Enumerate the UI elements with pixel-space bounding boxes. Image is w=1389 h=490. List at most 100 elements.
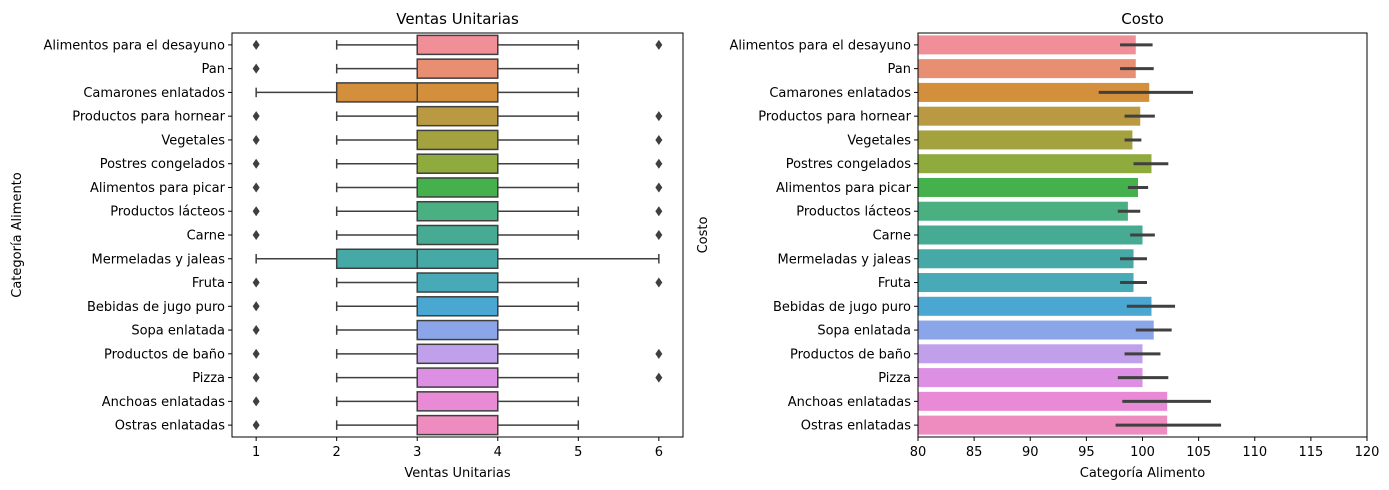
boxplot-category-label: Postres congelados <box>100 157 226 172</box>
barchart-x-axis-label: Categoría Alimento <box>1080 466 1206 481</box>
outlier-point <box>252 230 260 240</box>
boxplot-category-label: Mermeladas y jaleas <box>92 252 226 267</box>
barchart-y-axis-label: Costo <box>696 217 711 254</box>
bar-10 <box>918 249 1134 269</box>
bar-5 <box>918 130 1133 150</box>
bar-15 <box>918 368 1143 388</box>
box-14 <box>252 343 663 365</box>
bar-1 <box>918 35 1136 55</box>
outlier-point <box>252 63 260 74</box>
outlier-point <box>252 134 260 145</box>
barchart-category-label: Pan <box>888 62 911 77</box>
boxplot-category-label: Productos lácteos <box>110 205 225 220</box>
barchart-frame <box>917 32 1368 438</box>
boxplot-category-label: Pizza <box>192 371 225 386</box>
boxplot-title: Ventas Unitarias <box>396 10 519 28</box>
boxplot-x-tick-label: 4 <box>494 445 502 460</box>
outlier-point <box>655 277 663 288</box>
outlier-point <box>252 325 260 336</box>
outlier-point <box>252 420 260 431</box>
bar-6 <box>918 154 1152 174</box>
box-17 <box>252 414 580 436</box>
boxplot-category-label: Anchoas enlatadas <box>102 395 225 410</box>
box-iqr <box>416 105 499 127</box>
barchart-category-label: Anchoas enlatadas <box>788 395 911 410</box>
box-iqr <box>416 129 499 151</box>
box-3 <box>255 82 580 103</box>
boxplot-category-label: Camarones enlatados <box>83 86 225 101</box>
barchart-category-label: Mermeladas y jaleas <box>778 252 912 267</box>
outlier-point <box>252 301 260 312</box>
barchart-category-label: Postres congelados <box>786 157 912 172</box>
outlier-point <box>252 39 260 50</box>
bar-9 <box>918 225 1143 245</box>
box-9 <box>252 224 663 246</box>
barchart-category-label: Productos para hornear <box>758 110 911 125</box>
boxplot-frame <box>231 32 684 438</box>
barchart-panel: Costo Alimentos para el desayuno Pan Camar… <box>696 10 1379 481</box>
boxplot-category-label: Alimentos para el desayuno <box>44 38 226 53</box>
outlier-point <box>252 182 260 193</box>
barchart-category-label: Carne <box>873 229 911 244</box>
box-4 <box>252 105 663 127</box>
boxplot-category-label: Bebidas de jugo puro <box>87 300 225 315</box>
box-iqr <box>416 224 499 246</box>
box-iqr <box>416 272 499 293</box>
barchart-marks <box>918 35 1222 435</box>
outlier-point <box>252 396 260 407</box>
barchart-title: Costo <box>1121 10 1164 28</box>
box-iqr <box>416 296 499 317</box>
outlier-point <box>252 206 260 217</box>
barchart-x-tick-label: 110 <box>1242 445 1267 460</box>
outlier-point <box>252 158 260 169</box>
barchart-y-tick-labels: Alimentos para el desayuno Pan Camarones e… <box>730 38 918 434</box>
barchart-x-tick-label: 120 <box>1355 445 1380 460</box>
outlier-point <box>655 182 663 193</box>
boxplot-category-label: Sopa enlatada <box>131 324 225 339</box>
box-iqr <box>416 153 499 174</box>
bar-12 <box>918 296 1152 316</box>
box-iqr <box>416 343 499 365</box>
barchart-category-label: Sopa enlatada <box>817 324 911 339</box>
box-iqr <box>416 414 499 436</box>
barchart-category-label: Productos lácteos <box>796 205 911 220</box>
box-12 <box>252 296 580 317</box>
outlier-point <box>655 206 663 217</box>
boxplot-x-ticks: 1 2 3 4 5 6 <box>252 437 663 460</box>
boxplot-x-axis-label: Ventas Unitarias <box>404 466 510 481</box>
outlier-point <box>655 348 663 359</box>
barchart-x-tick-label: 95 <box>1078 445 1095 460</box>
box-iqr <box>416 58 499 79</box>
box-iqr <box>416 34 499 56</box>
boxplot-y-tick-labels: Alimentos para el desayuno Pan Camarones e… <box>44 38 232 434</box>
box-11 <box>252 272 663 293</box>
box-2 <box>252 58 580 79</box>
outlier-point <box>252 348 260 359</box>
boxplot-category-label: Productos para hornear <box>72 110 225 125</box>
barchart-category-label: Vegetales <box>847 133 911 148</box>
boxplot-x-tick-label: 6 <box>655 445 663 460</box>
barchart-x-ticks: 80 85 90 95 100 105 110 115 120 <box>910 437 1380 460</box>
bar-14 <box>918 344 1143 364</box>
box-8 <box>252 200 663 222</box>
boxplot-y-axis-label: Categoría Alimento <box>10 172 25 298</box>
box-7 <box>252 177 663 198</box>
boxplot-marks <box>252 34 663 436</box>
bar-2 <box>918 59 1136 79</box>
box-6 <box>252 153 663 174</box>
barchart-category-label: Pizza <box>878 371 911 386</box>
bar-11 <box>918 273 1134 293</box>
bar-4 <box>918 106 1141 126</box>
box-1 <box>252 34 663 56</box>
boxplot-category-label: Alimentos para picar <box>90 181 226 196</box>
bar-8 <box>918 201 1128 221</box>
outlier-point <box>655 111 663 122</box>
bar-13 <box>918 320 1154 340</box>
boxplot-category-label: Productos de baño <box>104 347 225 362</box>
barchart-x-tick-label: 115 <box>1298 445 1323 460</box>
box-10 <box>255 248 660 270</box>
box-iqr <box>416 367 499 388</box>
barchart-x-tick-label: 90 <box>1022 445 1039 460</box>
bar-3 <box>918 82 1150 102</box>
